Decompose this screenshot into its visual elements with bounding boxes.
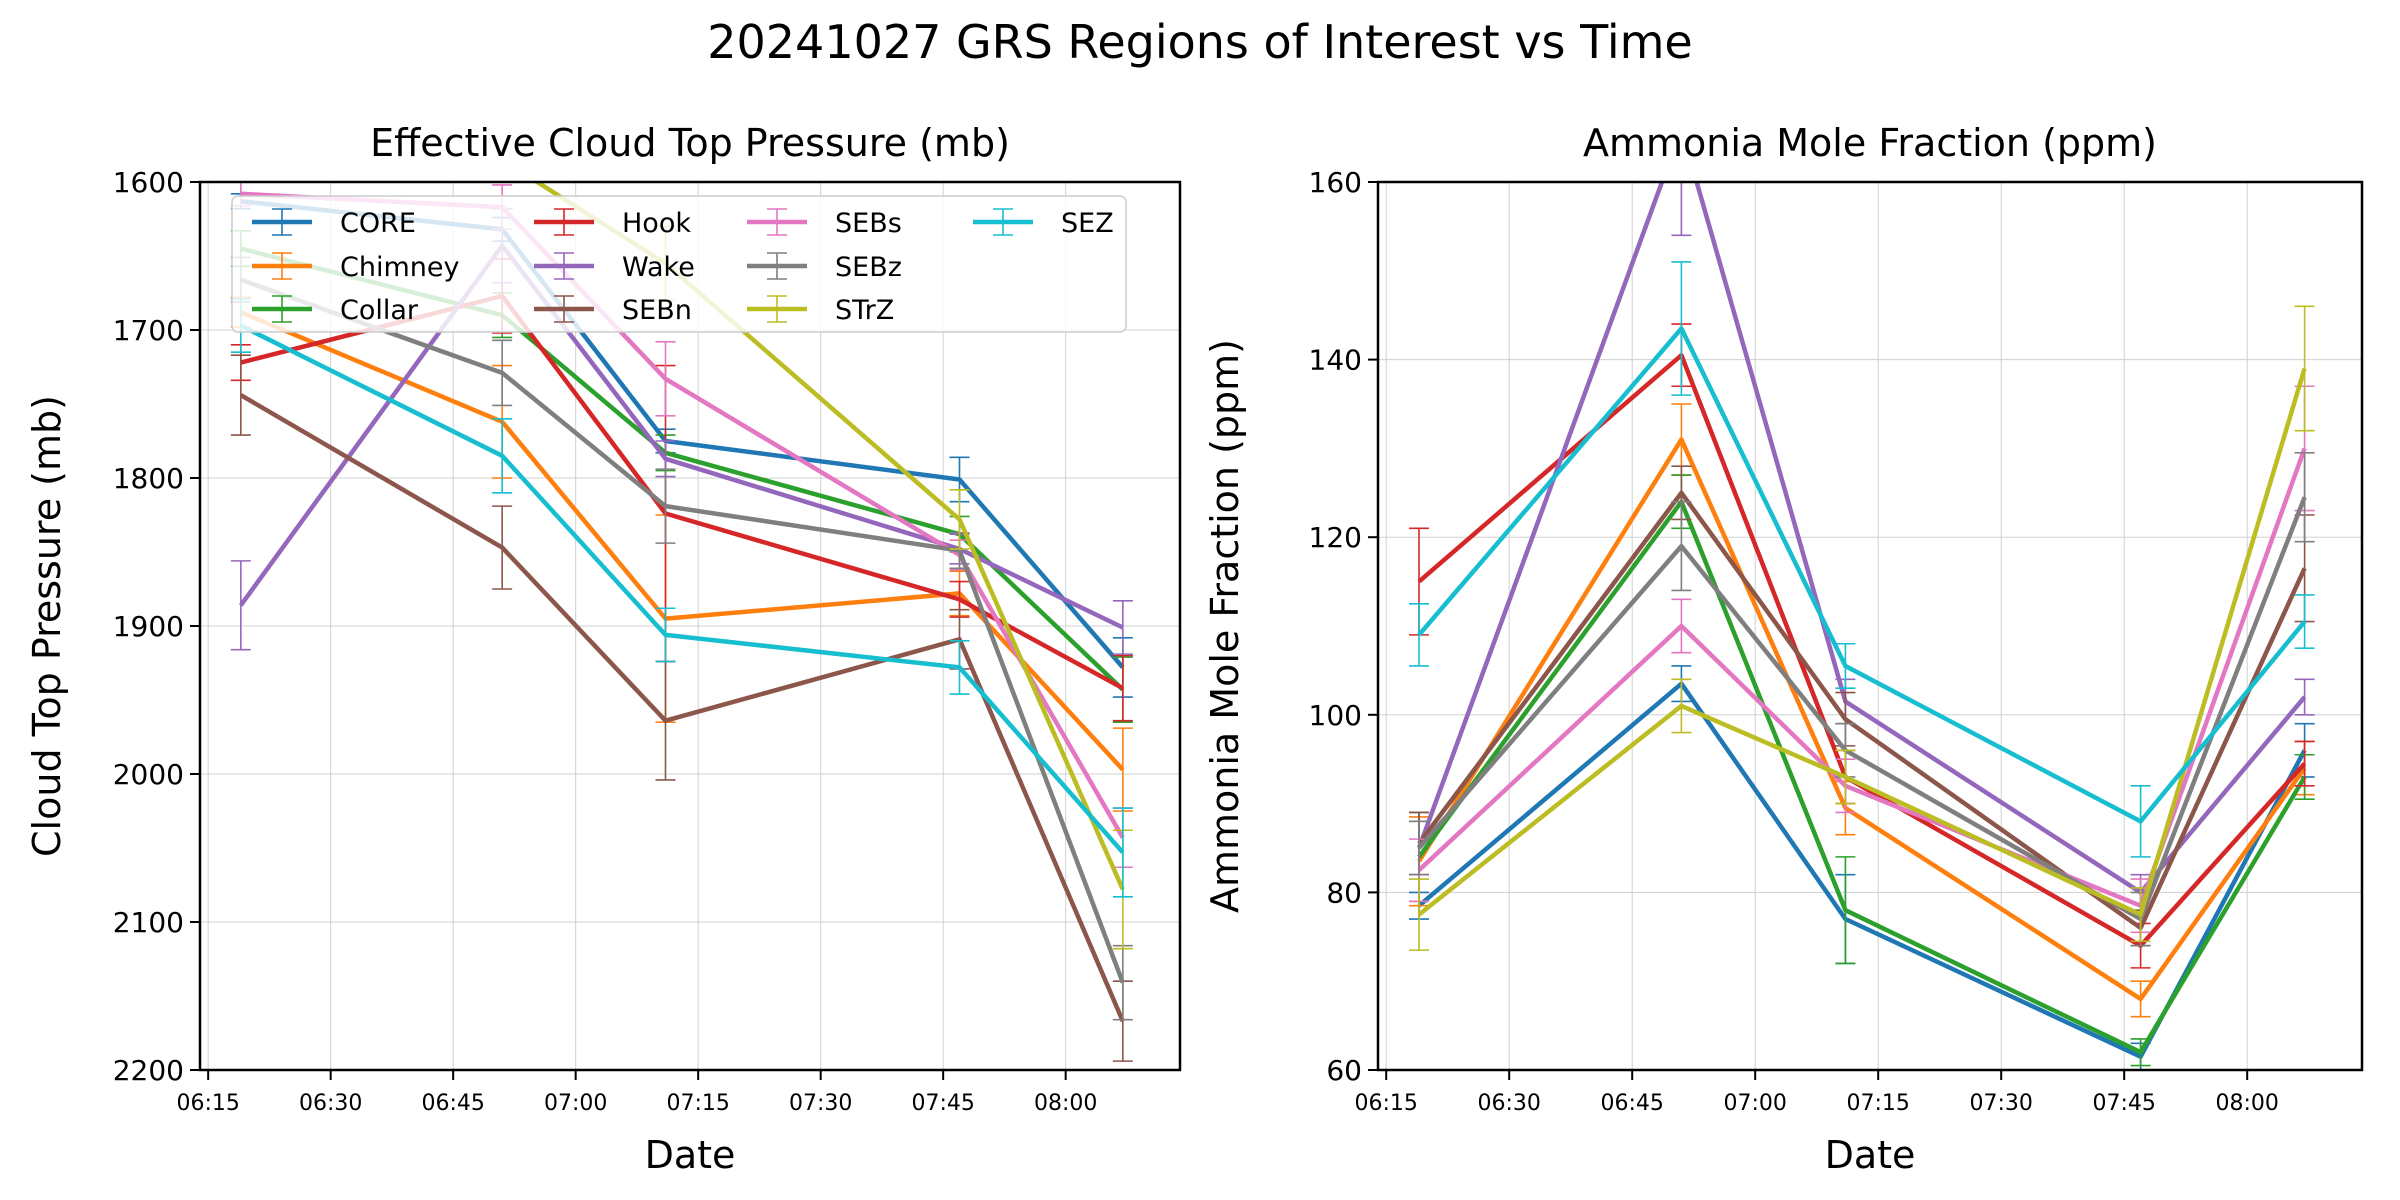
x-tick-label: 07:30: [1969, 1091, 2032, 1116]
legend-item-hook: Hook: [534, 208, 691, 239]
legend-item-chimney: Chimney: [252, 252, 459, 283]
x-tick-label: 07:30: [789, 1091, 852, 1116]
series-line-sez: [1417, 326, 2307, 824]
x-axis-label: Date: [645, 1133, 736, 1177]
series-line-collar: [1417, 499, 2307, 1055]
x-tick-label: 07:45: [2092, 1091, 2155, 1116]
series-line-sebz: [240, 277, 1125, 984]
legend-item-sebn: SEBn: [534, 295, 692, 326]
legend-label: Chimney: [340, 252, 459, 283]
x-tick-label: 06:30: [299, 1091, 362, 1116]
y-tick-label: 120: [1309, 521, 1362, 554]
x-tick-label: 06:45: [1600, 1091, 1663, 1116]
chart-panel-1: 06:15 06:30 06:45 07:00 07:15 07:30 07:45 08:00…: [25, 121, 1182, 1177]
x-tick-label: 06:30: [1477, 1091, 1540, 1116]
series-line-sebn: [1417, 490, 2307, 931]
y-tick-label: 100: [1309, 699, 1362, 732]
legend-item-sebz: SEBz: [747, 252, 902, 283]
legend-label: STrZ: [835, 295, 894, 326]
series-line-strz: [1417, 367, 2307, 917]
chart-panel-2: 06:15 06:30 06:45 07:00 07:15 07:30 07:45 08:00…: [1203, 121, 2364, 1177]
x-tick-label: 06:15: [176, 1091, 239, 1116]
legend: CORE Chimney Collar Hook Wake SEBn SEBs SEBz STr…: [231, 195, 1127, 333]
x-tick-label: 07:15: [1846, 1091, 1909, 1116]
subplot-title: Ammonia Mole Fraction (ppm): [1583, 121, 2157, 165]
legend-item-sebs: SEBs: [747, 208, 902, 239]
y-tick-label: 140: [1309, 344, 1362, 377]
y-tick-label: 2000: [113, 758, 184, 791]
y-tick-label: 160: [1309, 166, 1362, 199]
y-axis-label: Ammonia Mole Fraction (ppm): [1203, 339, 1247, 913]
subplot-title: Effective Cloud Top Pressure (mb): [370, 121, 1010, 165]
y-tick-label: 60: [1326, 1054, 1362, 1087]
series-line-wake: [238, 243, 1124, 630]
y-tick-label: 1900: [113, 610, 184, 643]
legend-frame: [231, 195, 1127, 333]
series-group: [1409, 182, 2315, 1070]
x-tick-label: 06:45: [421, 1091, 484, 1116]
legend-label: Hook: [622, 208, 691, 239]
legend-label: SEBs: [835, 208, 902, 239]
figure-title: 20241027 GRS Regions of Interest vs Time: [707, 15, 1692, 69]
legend-item-collar: Collar: [252, 295, 419, 326]
legend-item-core: CORE: [252, 208, 416, 239]
x-tick-label: 07:00: [1723, 1091, 1786, 1116]
x-axis-label: Date: [1825, 1133, 1916, 1177]
legend-item-wake: Wake: [534, 252, 695, 283]
y-tick-label: 1800: [113, 462, 184, 495]
x-tick-label: 07:45: [911, 1091, 974, 1116]
axes-frame: [1376, 180, 2364, 1072]
x-tick-label: 07:15: [666, 1091, 729, 1116]
y-tick-label: 1600: [113, 166, 184, 199]
series-line-sez: [239, 323, 1125, 854]
legend-label: CORE: [340, 208, 416, 239]
x-tick-label: 08:00: [1034, 1091, 1097, 1116]
x-tick-label: 07:00: [544, 1091, 607, 1116]
legend-label: SEBn: [622, 295, 692, 326]
y-tick-label: 1700: [113, 314, 184, 347]
x-tick-label: 06:15: [1354, 1091, 1417, 1116]
x-tick-label: 08:00: [2215, 1091, 2278, 1116]
legend-item-sez: SEZ: [973, 208, 1114, 239]
legend-label: Collar: [340, 295, 419, 326]
legend-label: SEZ: [1061, 208, 1114, 239]
y-tick-label: 2200: [113, 1054, 184, 1087]
charts: 06:15 06:30 06:45 07:00 07:15 07:30 07:45 08:00…: [25, 121, 2364, 1177]
legend-item-strz: STrZ: [747, 295, 894, 326]
y-tick-label: 80: [1326, 876, 1362, 909]
series-line-sebn: [239, 393, 1125, 1023]
legend-label: Wake: [622, 252, 695, 283]
legend-label: SEBz: [835, 252, 902, 283]
y-axis-label: Cloud Top Pressure (mb): [25, 395, 69, 857]
y-tick-label: 2100: [113, 906, 184, 939]
